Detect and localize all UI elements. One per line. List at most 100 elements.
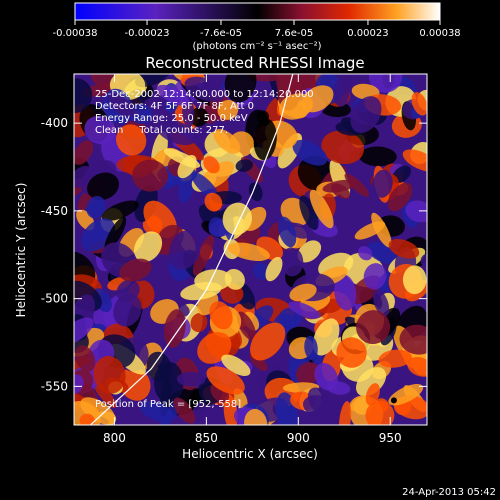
heatmap-cell bbox=[278, 216, 297, 248]
heatmap-cell bbox=[163, 309, 186, 348]
heatmap-cell bbox=[194, 269, 232, 292]
heatmap-cell bbox=[203, 156, 220, 174]
heatmap-cell bbox=[265, 256, 283, 282]
annotation-energy-range: Energy Range: 25.0 - 50.0 keV bbox=[95, 113, 248, 124]
heatmap-cell bbox=[253, 118, 277, 161]
heatmap-cell bbox=[93, 356, 126, 394]
colorbar-ticks bbox=[74, 20, 441, 25]
heatmap-cell bbox=[248, 182, 263, 202]
heatmap-cell bbox=[74, 317, 94, 345]
heatmap-cell bbox=[405, 200, 427, 223]
heatmap-cells bbox=[74, 74, 427, 425]
colorbar-tick-label: -0.00038 bbox=[53, 28, 98, 39]
heatmap-cell bbox=[133, 231, 163, 263]
heatmap-cell bbox=[140, 401, 174, 422]
heatmap-cell bbox=[206, 366, 245, 395]
annotation-method-counts: Clean Total counts: 277. bbox=[95, 125, 228, 136]
axis-ticks bbox=[74, 74, 427, 425]
heatmap-cell bbox=[354, 221, 386, 240]
x-tick-label: 800 bbox=[103, 431, 126, 445]
colorbar-tick-label: -0.00023 bbox=[125, 28, 170, 39]
heatmap-cell bbox=[204, 192, 223, 212]
colorbar-tick-label: -7.6e-05 bbox=[200, 28, 242, 39]
heatmap-cell bbox=[338, 401, 352, 425]
heatmap-cell bbox=[288, 301, 320, 319]
y-axis-label: Heliocentric Y (arcsec) bbox=[14, 183, 28, 318]
heatmap-cell bbox=[221, 354, 251, 376]
heatmap-cell bbox=[372, 169, 393, 198]
heatmap-cell bbox=[365, 400, 395, 425]
heatmap-cell bbox=[344, 173, 370, 197]
heatmap-cell bbox=[336, 337, 367, 368]
chart-title: Reconstructed RHESSI Image bbox=[145, 54, 364, 72]
colorbar-tick-label: 7.6e-05 bbox=[275, 28, 313, 39]
heatmap-cell bbox=[250, 322, 286, 361]
heatmap-cell bbox=[141, 95, 170, 111]
heatmap-cell bbox=[209, 301, 233, 330]
heatmap-cell bbox=[368, 74, 403, 93]
heatmap-cell bbox=[135, 74, 174, 88]
heatmap-cell bbox=[227, 242, 270, 261]
heatmap-cell bbox=[116, 279, 140, 303]
heatmap-cell bbox=[191, 172, 219, 200]
heatmap-cell bbox=[359, 146, 397, 167]
y-tick-labels: -400 -450 -500 -550 bbox=[41, 116, 68, 393]
heatmap-cell bbox=[299, 195, 319, 231]
heatmap-cell bbox=[74, 345, 96, 372]
heatmap-cell bbox=[333, 78, 350, 107]
colorbar-units-label: (photons cm⁻² s⁻¹ asec⁻²) bbox=[192, 41, 321, 52]
heatmap-cell bbox=[334, 274, 357, 311]
heatmap-cell bbox=[356, 310, 391, 345]
annotation-detectors: Detectors: 4F 5F 6F 7F 8F, Att 0 bbox=[95, 101, 254, 112]
heatmap-cell bbox=[80, 397, 116, 425]
heatmap-cell bbox=[116, 124, 147, 156]
heatmap-cell bbox=[101, 200, 139, 221]
heatmap-cell bbox=[278, 93, 314, 120]
y-tick-label: -450 bbox=[41, 204, 68, 218]
heatmap-cell bbox=[208, 217, 227, 238]
peak-marker bbox=[390, 397, 397, 404]
heatmap-cell bbox=[304, 335, 318, 360]
x-tick-labels: 800 850 900 950 bbox=[103, 431, 402, 445]
heatmap-cell bbox=[168, 230, 201, 270]
heatmap-cell bbox=[84, 115, 116, 145]
heatmap-cell bbox=[289, 283, 317, 302]
annotation-peak: Position of Peak = [952,-558] bbox=[95, 399, 241, 410]
y-tick-label: -550 bbox=[41, 379, 68, 393]
colorbar-tick-labels: -0.00038 -0.00023 -7.6e-05 7.6e-05 0.00023 0.… bbox=[53, 28, 461, 39]
heatmap-cell bbox=[252, 262, 270, 280]
heatmap-cell bbox=[297, 240, 322, 263]
heatmap-cell bbox=[113, 293, 142, 327]
heatmap-cell bbox=[128, 103, 153, 124]
heatmap-cell bbox=[154, 361, 184, 404]
heatmap-cell bbox=[104, 216, 127, 251]
heatmap bbox=[74, 74, 427, 425]
heatmap-cell bbox=[358, 246, 373, 261]
heatmap-cell bbox=[224, 268, 245, 290]
x-tick-label: 850 bbox=[195, 431, 218, 445]
heatmap-cell bbox=[402, 149, 427, 172]
colorbar bbox=[74, 2, 441, 21]
heatmap-cell bbox=[322, 179, 357, 193]
heatmap-cell bbox=[224, 74, 257, 103]
heatmap-cell bbox=[420, 254, 427, 267]
heatmap-cell bbox=[217, 99, 239, 120]
heatmap-cell bbox=[173, 397, 196, 424]
heatmap-cell bbox=[192, 235, 215, 276]
heatmap-cell bbox=[107, 92, 135, 118]
heatmap-cell bbox=[155, 118, 197, 146]
heatmap-cell bbox=[388, 383, 424, 406]
heatmap-cell bbox=[388, 238, 420, 259]
heatmap-cell bbox=[87, 172, 120, 201]
x-tick-label: 900 bbox=[287, 431, 310, 445]
heatmap-cell bbox=[292, 139, 328, 166]
y-tick-label: -400 bbox=[41, 116, 68, 130]
heatmap-cell bbox=[244, 408, 268, 425]
heatmap-cell bbox=[312, 318, 340, 356]
heatmap-cell bbox=[372, 289, 390, 317]
heatmap-cell bbox=[119, 258, 152, 282]
annotation-time-range: 25-Dec-2002 12:14:00.000 to 12:14:20.000 bbox=[95, 89, 314, 100]
heatmap-cell bbox=[223, 393, 238, 425]
x-tick-label: 950 bbox=[379, 431, 402, 445]
